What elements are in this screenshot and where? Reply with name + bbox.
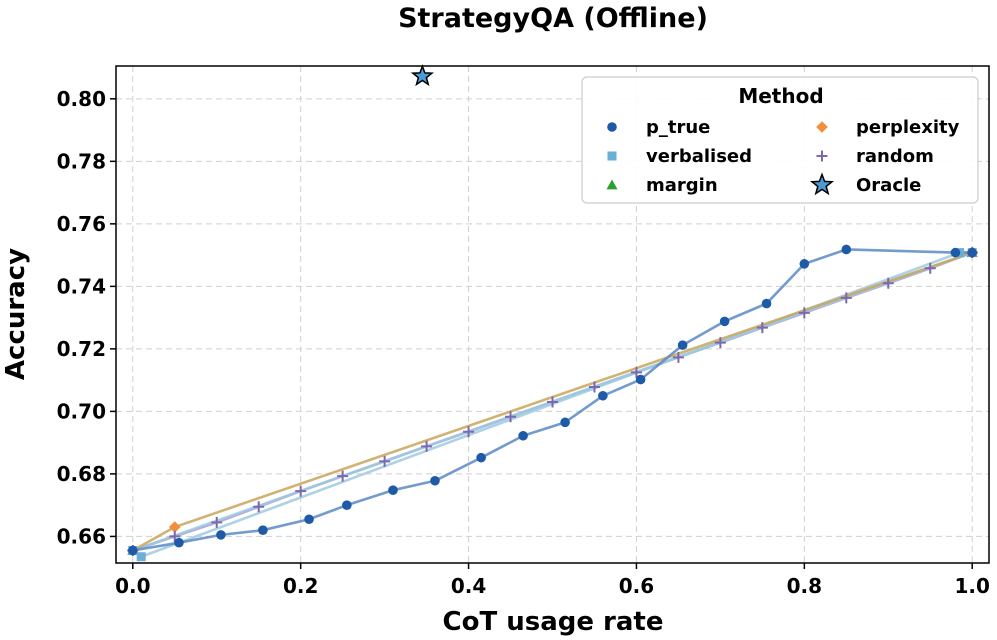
data-point-p_true — [174, 537, 184, 548]
x-tick-label: 0.4 — [451, 574, 486, 598]
data-point-p_true — [950, 247, 961, 258]
data-point-random — [630, 366, 642, 378]
data-point-p_true — [598, 390, 608, 401]
series-line-p_true — [132, 248, 973, 552]
data-point-random — [588, 381, 600, 393]
legend-label-random: random — [856, 146, 934, 167]
y-tick-label: 0.76 — [57, 212, 106, 236]
legend-label-p_true: p_true — [646, 117, 710, 138]
x-tick-label: 1.0 — [954, 574, 989, 598]
legend: Method p_true verbalised margin perplexity r… — [581, 76, 979, 204]
plot-frame — [115, 65, 990, 564]
data-point-random — [253, 501, 265, 513]
axis-ticks: 0.0 0.2 0.4 0.6 0.8 1.0 0.66 0.68 0.70 0.72 0.74 0.… — [57, 87, 990, 598]
data-point-random — [337, 470, 349, 482]
y-tick-label: 0.72 — [57, 337, 106, 361]
data-point-p_true — [719, 316, 730, 327]
legend-marker-Oracle — [809, 172, 835, 196]
data-point-random — [505, 411, 517, 423]
x-tick-label: 0.6 — [619, 574, 654, 598]
data-point-random — [379, 455, 391, 467]
legend-items: p_true verbalised margin perplexity random Or… — [606, 117, 960, 196]
y-tick-label: 0.70 — [57, 399, 106, 423]
legend-label-Oracle: Oracle — [856, 175, 921, 196]
y-axis-label: Accuracy — [1, 248, 31, 380]
data-point-p_true — [518, 430, 528, 441]
legend-label-verbalised: verbalised — [646, 146, 752, 167]
data-point-random — [798, 307, 810, 319]
data-point-p_true — [677, 340, 688, 350]
data-point-random — [882, 277, 894, 289]
y-tick-label: 0.66 — [57, 524, 106, 548]
data-point-random — [714, 337, 726, 349]
x-axis-label: CoT usage rate — [443, 607, 664, 637]
x-tick-label: 0.0 — [115, 574, 150, 598]
x-tick-label: 0.2 — [283, 574, 318, 598]
x-tick-label: 0.8 — [787, 574, 822, 598]
legend-marker-perplexity — [816, 121, 828, 133]
legend-marker-p_true — [607, 122, 617, 132]
data-point-p_true — [304, 514, 314, 525]
data-point-verbalised — [136, 552, 146, 562]
data-point-random — [421, 440, 433, 452]
data-point-random — [169, 530, 181, 542]
data-point-p_true — [560, 417, 570, 428]
data-point-p_true — [127, 545, 138, 556]
legend-label-margin: margin — [646, 175, 718, 196]
legend-box — [581, 76, 979, 204]
data-point-p_true — [258, 525, 268, 535]
data-point-random — [924, 262, 936, 274]
y-tick-label: 0.74 — [57, 274, 106, 298]
data-point-random — [840, 292, 852, 304]
data-point-p_true — [216, 530, 226, 540]
y-tick-label: 0.80 — [57, 87, 106, 111]
data-point-random — [295, 485, 307, 497]
legend-title: Method — [738, 84, 823, 108]
data-point-p_true — [635, 374, 646, 385]
data-point-p_true — [841, 244, 852, 255]
data-point-p_true — [476, 452, 486, 463]
data-point-perplexity — [168, 521, 181, 533]
data-point-p_true — [799, 259, 810, 269]
data-point-random — [547, 396, 558, 408]
legend-marker-random — [816, 150, 828, 162]
data-point-p_true — [967, 247, 978, 258]
data-point-Oracle — [410, 64, 434, 87]
y-tick-label: 0.68 — [57, 462, 106, 486]
data-point-p_true — [342, 500, 352, 510]
chart-title: StrategyQA (Offline) — [398, 3, 708, 34]
data-point-p_true — [430, 475, 440, 486]
legend-marker-verbalised — [607, 151, 617, 161]
legend-label-perplexity: perplexity — [856, 117, 960, 138]
data-point-random — [756, 322, 768, 334]
data-point-p_true — [761, 298, 772, 309]
data-point-random — [211, 516, 223, 528]
data-point-random — [672, 351, 684, 363]
data-point-p_true — [388, 485, 398, 495]
legend-marker-margin — [606, 179, 618, 190]
y-tick-label: 0.78 — [57, 149, 106, 173]
series-layer — [126, 64, 979, 562]
data-point-random — [463, 426, 475, 438]
